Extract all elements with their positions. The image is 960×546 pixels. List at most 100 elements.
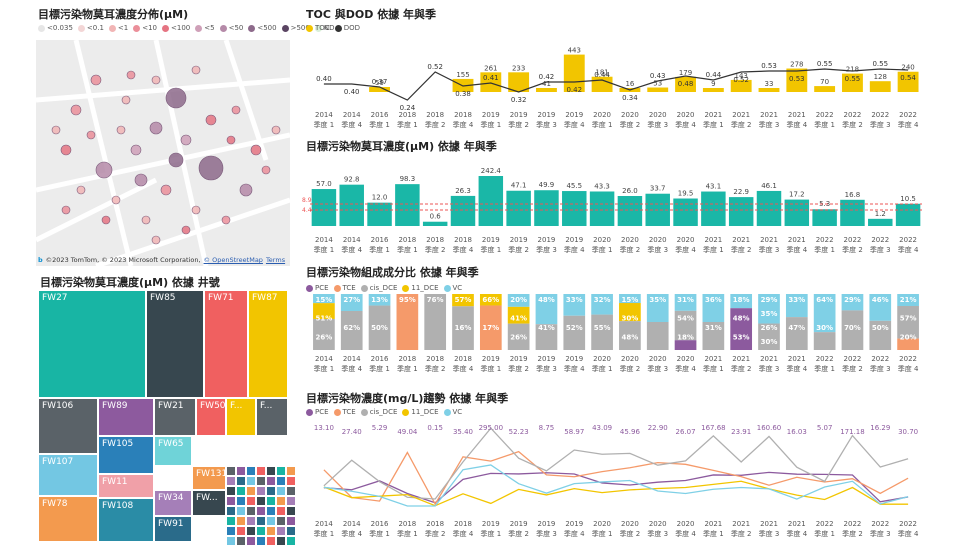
- trend-legend-item[interactable]: cis_DCE: [360, 408, 397, 416]
- treemap-cell[interactable]: FW105: [98, 436, 154, 474]
- composition-chart[interactable]: 15% 51% 26% 27% 62% 13% 50% 95% 76% 57% 16% 66% 17% 2…: [310, 294, 922, 380]
- treemap-cell-small[interactable]: [276, 516, 286, 526]
- treemap-cell[interactable]: F...: [256, 398, 288, 436]
- treemap-cell-small[interactable]: [266, 496, 276, 506]
- treemap-cell-small[interactable]: [256, 516, 266, 526]
- treemap-cell[interactable]: FW107: [38, 454, 98, 496]
- treemap-cell-small[interactable]: [286, 506, 296, 516]
- treemap-cell-small[interactable]: [266, 476, 276, 486]
- ratio-legend-item[interactable]: VC: [443, 284, 462, 292]
- toc-legend-item[interactable]: DOD: [334, 24, 360, 32]
- treemap-cell[interactable]: FW106: [38, 398, 98, 454]
- treemap-cell-small[interactable]: [266, 536, 276, 546]
- treemap-cell-small[interactable]: [276, 506, 286, 516]
- treemap-cell[interactable]: FW108: [98, 498, 154, 542]
- treemap-cell[interactable]: FW91: [154, 516, 192, 542]
- treemap-cell-small[interactable]: [256, 486, 266, 496]
- trend-legend-item[interactable]: PCE: [306, 408, 329, 416]
- map-legend-item[interactable]: <0.035: [38, 24, 73, 32]
- map-canvas[interactable]: [36, 40, 290, 266]
- treemap-cell-small[interactable]: [246, 476, 256, 486]
- trend-legend-item[interactable]: VC: [443, 408, 462, 416]
- treemap-cell-small[interactable]: [286, 476, 296, 486]
- treemap-cell-small[interactable]: [236, 516, 246, 526]
- toc-dod-chart[interactable]: 59 155 261 233 41 443 181 16 53 179 9 143 33 278 70 218…: [310, 34, 922, 134]
- treemap-cell[interactable]: FW11: [98, 474, 154, 498]
- treemap-cell-small[interactable]: [236, 506, 246, 516]
- treemap-cell[interactable]: FW34: [154, 490, 192, 516]
- treemap-cell-small[interactable]: [256, 536, 266, 546]
- treemap-cell-small[interactable]: [276, 496, 286, 506]
- treemap-cell-small[interactable]: [236, 536, 246, 546]
- ratio-legend-item[interactable]: cis_DCE: [360, 284, 397, 292]
- openstreetmap-link[interactable]: © OpenStreetMap: [203, 256, 263, 264]
- treemap-cell-small[interactable]: [286, 526, 296, 536]
- treemap-cell-small[interactable]: [266, 526, 276, 536]
- treemap-cell-small[interactable]: [226, 486, 236, 496]
- toc-legend-item[interactable]: TOC: [306, 24, 330, 32]
- treemap-cell[interactable]: FW27: [38, 290, 146, 398]
- map-legend-item[interactable]: <1: [108, 24, 128, 32]
- treemap-cell-small[interactable]: [256, 526, 266, 536]
- treemap-cell-small[interactable]: [256, 466, 266, 476]
- treemap-cell[interactable]: FW65: [154, 436, 192, 466]
- map-legend-item[interactable]: <0.1: [77, 24, 104, 32]
- map-legend-item[interactable]: <5: [195, 24, 215, 32]
- treemap-cell[interactable]: FW...: [192, 490, 226, 516]
- treemap-cell-small[interactable]: [256, 476, 266, 486]
- treemap-cell[interactable]: FW131: [192, 466, 226, 490]
- map-legend-item[interactable]: <100: [162, 24, 190, 32]
- map-legend-item[interactable]: >500: [281, 24, 310, 32]
- trend-legend-item[interactable]: 11_DCE: [402, 408, 439, 416]
- concentration-chart[interactable]: 57.0 92.8 12.0 98.3 0.6 26.3 242.4 47.1 49.9 45.5…: [302, 152, 922, 258]
- treemap-cell-small[interactable]: [226, 506, 236, 516]
- treemap-cell-small[interactable]: [246, 466, 256, 476]
- treemap-cell[interactable]: FW71: [204, 290, 248, 398]
- treemap-cell-small[interactable]: [236, 466, 246, 476]
- treemap-cell-small[interactable]: [226, 476, 236, 486]
- trend-chart[interactable]: 13.10 27.40 5.29 49.04 0.15 35.40 295.00 52.23 8…: [310, 418, 922, 546]
- treemap-cell[interactable]: FW50: [196, 398, 226, 436]
- treemap-cell[interactable]: FW21: [154, 398, 196, 436]
- treemap-cell[interactable]: FW87: [248, 290, 288, 398]
- treemap-cell-small[interactable]: [266, 516, 276, 526]
- treemap-cell-small[interactable]: [256, 496, 266, 506]
- treemap-cell-small[interactable]: [246, 506, 256, 516]
- map-legend-item[interactable]: <10: [133, 24, 157, 32]
- treemap-cell-small[interactable]: [236, 496, 246, 506]
- map-legend-item[interactable]: <500: [248, 24, 277, 32]
- treemap-cell-small[interactable]: [246, 486, 256, 496]
- terms-link[interactable]: Terms: [265, 256, 286, 264]
- treemap-cell-small[interactable]: [246, 516, 256, 526]
- map-legend-item[interactable]: ND: [314, 24, 334, 32]
- treemap-cell-small[interactable]: [226, 526, 236, 536]
- treemap-cell-small[interactable]: [226, 536, 236, 546]
- map-legend-item[interactable]: <50: [219, 24, 243, 32]
- treemap-cell-small[interactable]: [226, 496, 236, 506]
- treemap-cell-small[interactable]: [226, 466, 236, 476]
- treemap-cell-small[interactable]: [276, 466, 286, 476]
- treemap-cell-small[interactable]: [286, 466, 296, 476]
- treemap-cell-small[interactable]: [276, 526, 286, 536]
- treemap-cell[interactable]: FW85: [146, 290, 204, 398]
- treemap-cell-small[interactable]: [276, 486, 286, 496]
- treemap-chart[interactable]: FW27 FW85 FW71 FW87 FW106 FW89 FW21 FW50 F... F..…: [38, 290, 296, 546]
- treemap-cell[interactable]: F...: [226, 398, 256, 436]
- treemap-cell[interactable]: FW89: [98, 398, 154, 436]
- treemap-cell-small[interactable]: [236, 486, 246, 496]
- treemap-cell-small[interactable]: [236, 476, 246, 486]
- treemap-cell-small[interactable]: [246, 496, 256, 506]
- treemap-cell-small[interactable]: [286, 496, 296, 506]
- ratio-legend-item[interactable]: PCE: [306, 284, 329, 292]
- treemap-cell-small[interactable]: [286, 486, 296, 496]
- treemap-cell-small[interactable]: [266, 486, 276, 496]
- treemap-cell[interactable]: FW78: [38, 496, 98, 542]
- treemap-cell-small[interactable]: [286, 536, 296, 546]
- treemap-cell-small[interactable]: [226, 516, 236, 526]
- treemap-cell-small[interactable]: [276, 536, 286, 546]
- treemap-cell-small[interactable]: [286, 516, 296, 526]
- treemap-cell-small[interactable]: [246, 526, 256, 536]
- ratio-legend-item[interactable]: 11_DCE: [402, 284, 439, 292]
- treemap-cell-small[interactable]: [276, 476, 286, 486]
- treemap-cell-small[interactable]: [256, 506, 266, 516]
